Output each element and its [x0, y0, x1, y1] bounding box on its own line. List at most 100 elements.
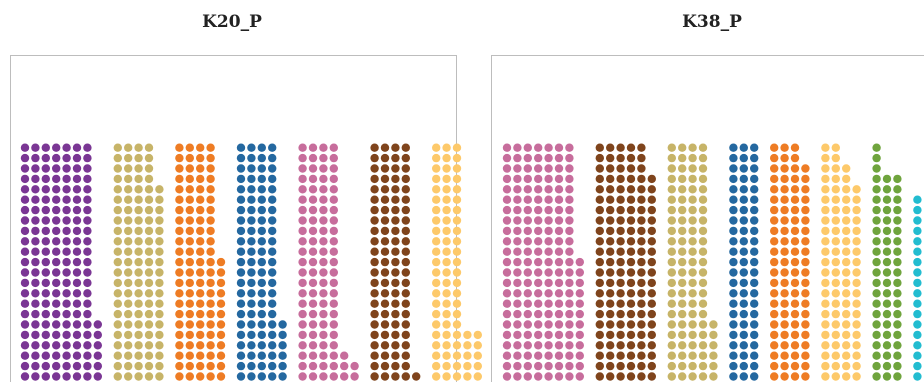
waffle-dot-p0-s6 — [442, 164, 451, 173]
waffle-dot-p1-s1 — [606, 216, 615, 225]
waffle-dot-p0-s0 — [72, 185, 82, 194]
waffle-dot-p0-s1 — [144, 268, 154, 277]
waffle-dot-p1-s5 — [821, 237, 830, 246]
waffle-dot-p0-s0 — [41, 205, 50, 215]
waffle-dot-p1-s2 — [667, 195, 676, 204]
waffle-dot-p0-s2 — [216, 299, 226, 308]
waffle-dot-p0-s4 — [329, 226, 338, 236]
waffle-dot-p1-s3 — [739, 268, 748, 277]
waffle-dot-p0-s4 — [298, 278, 307, 288]
waffle-dot-p0-s2 — [175, 174, 184, 184]
waffle-dot-p1-s2 — [667, 185, 676, 194]
waffle-dot-p1-s0 — [554, 174, 564, 184]
waffle-dot-p1-s4 — [801, 237, 810, 246]
waffle-dot-p1-s2 — [667, 320, 676, 329]
waffle-dot-p1-s4 — [780, 205, 789, 215]
waffle-dot-p0-s5 — [380, 372, 390, 381]
waffle-dot-p1-s2 — [698, 216, 708, 225]
waffle-dot-p0-s4 — [308, 257, 318, 267]
waffle-dot-p1-s0 — [554, 341, 564, 350]
waffle-dot-p0-s5 — [401, 320, 410, 329]
waffle-dot-p0-s2 — [206, 205, 215, 215]
waffle-dot-p0-s2 — [175, 143, 184, 152]
waffle-dot-p0-s3 — [236, 309, 246, 319]
waffle-dot-p0-s2 — [175, 299, 184, 308]
waffle-dot-p1-s1 — [616, 330, 625, 340]
waffle-dot-p0-s0 — [41, 247, 50, 256]
waffle-dot-p1-s0 — [575, 351, 584, 360]
waffle-dot-p1-s0 — [523, 341, 532, 350]
waffle-dot-p0-s3 — [268, 153, 277, 163]
waffle-dot-p1-s0 — [544, 143, 553, 152]
waffle-dot-p0-s4 — [308, 320, 318, 329]
waffle-dot-p1-s0 — [565, 361, 574, 371]
waffle-dot-p1-s0 — [502, 299, 512, 308]
waffle-dot-p1-s1 — [626, 205, 636, 215]
waffle-dot-p0-s1 — [144, 372, 154, 381]
waffle-dot-p0-s6 — [432, 174, 441, 184]
waffle-dot-p0-s4 — [319, 320, 328, 329]
waffle-dot-p1-s0 — [544, 226, 553, 236]
waffle-dot-p1-s0 — [534, 289, 543, 298]
waffle-dot-p0-s3 — [247, 309, 256, 319]
waffle-dot-p0-s4 — [329, 216, 338, 225]
waffle-dot-p0-s1 — [155, 330, 164, 340]
waffle-dot-p0-s4 — [308, 226, 318, 236]
waffle-dot-p1-s5 — [852, 247, 861, 256]
waffle-dot-p1-s0 — [523, 299, 532, 308]
waffle-dot-p1-s2 — [709, 330, 718, 340]
waffle-dot-p0-s5 — [401, 185, 410, 194]
waffle-dot-p1-s2 — [698, 320, 708, 329]
waffle-dot-p0-s5 — [391, 320, 400, 329]
waffle-dot-p0-s0 — [31, 289, 40, 298]
waffle-dot-p1-s5 — [842, 289, 851, 298]
waffle-dot-p1-s2 — [698, 268, 708, 277]
waffle-dot-p0-s0 — [41, 143, 50, 152]
waffle-dot-p0-s6 — [432, 372, 441, 381]
waffle-dot-p0-s1 — [155, 278, 164, 288]
waffle-dot-p1-s2 — [688, 278, 697, 288]
waffle-dot-p0-s4 — [308, 289, 318, 298]
waffle-dot-p1-s5 — [821, 372, 830, 381]
waffle-dot-p1-s5 — [821, 257, 830, 267]
waffle-dot-p1-s6 — [893, 185, 902, 194]
waffle-dot-p0-s6 — [452, 320, 462, 329]
waffle-dot-p1-s4 — [780, 330, 789, 340]
waffle-dot-p0-s1 — [155, 247, 164, 256]
waffle-dot-p1-s2 — [667, 257, 676, 267]
waffle-dot-p0-s4 — [308, 268, 318, 277]
waffle-dot-p0-s4 — [298, 237, 307, 246]
waffle-dot-p0-s1 — [124, 320, 133, 329]
waffle-dot-p1-s3 — [729, 330, 738, 340]
waffle-dot-p1-s5 — [842, 247, 851, 256]
waffle-dot-p0-s1 — [144, 247, 154, 256]
waffle-dot-p1-s0 — [502, 341, 512, 350]
waffle-dot-p0-s4 — [298, 309, 307, 319]
panel-title-left: K20_P — [202, 12, 262, 32]
waffle-dot-p1-s4 — [770, 153, 779, 163]
waffle-dot-p0-s4 — [308, 372, 318, 381]
waffle-dot-p0-s3 — [268, 216, 277, 225]
waffle-dot-p1-s0 — [513, 153, 522, 163]
waffle-dot-p1-s5 — [831, 361, 840, 371]
waffle-dot-p1-s4 — [790, 330, 800, 340]
waffle-dot-p1-s2 — [688, 309, 697, 319]
waffle-dot-p1-s4 — [780, 320, 789, 329]
waffle-dot-p1-s5 — [852, 351, 861, 360]
waffle-dot-p0-s5 — [380, 143, 390, 152]
waffle-dot-p0-s2 — [175, 372, 184, 381]
waffle-dot-p1-s0 — [502, 320, 512, 329]
waffle-dot-p1-s3 — [739, 247, 748, 256]
waffle-dot-p0-s5 — [370, 278, 379, 288]
waffle-dot-p1-s4 — [790, 143, 800, 152]
waffle-dot-p1-s1 — [606, 361, 615, 371]
waffle-dot-p1-s1 — [616, 153, 625, 163]
waffle-dot-p0-s1 — [113, 361, 123, 371]
waffle-dot-p0-s5 — [370, 289, 379, 298]
waffle-dot-p1-s2 — [678, 361, 687, 371]
waffle-dot-p1-s1 — [616, 309, 625, 319]
waffle-dot-p1-s0 — [565, 164, 574, 173]
waffle-dot-p1-s4 — [801, 330, 810, 340]
waffle-dot-p1-s2 — [698, 195, 708, 204]
waffle-dot-p0-s0 — [20, 226, 30, 236]
